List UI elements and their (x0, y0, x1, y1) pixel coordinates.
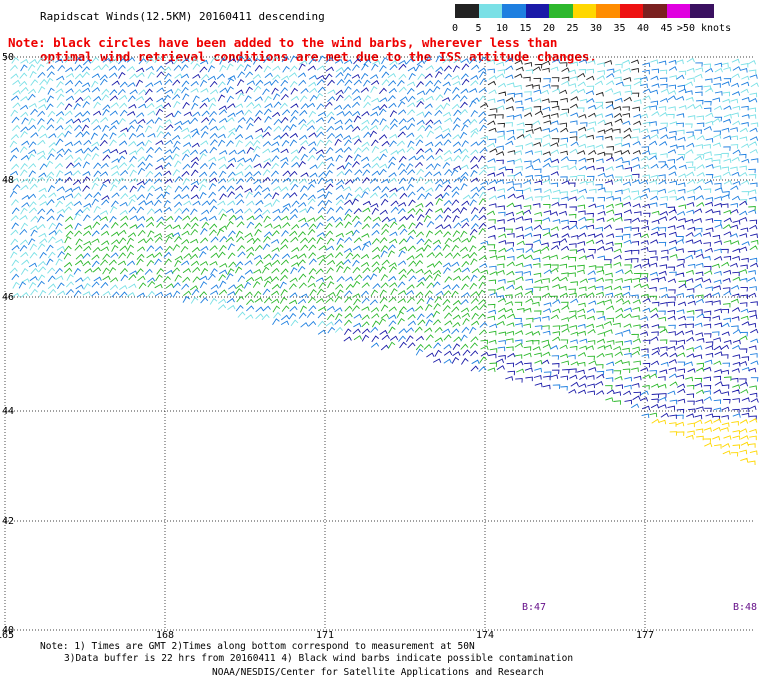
legend-swatch-0 (455, 4, 479, 18)
legend-label-10: 10 (495, 23, 509, 34)
wind-barbs-black (480, 59, 642, 163)
legend-label-5: 5 (475, 23, 482, 34)
y-tick-label: 46 (2, 292, 14, 303)
wind-barbs-green (63, 197, 759, 418)
y-tick-label: 48 (2, 175, 14, 186)
legend-swatch-15 (525, 4, 550, 18)
wind-barbs-yellow (651, 418, 758, 466)
footer-note-line-1: Note: 1) Times are GMT 2)Times along bot… (40, 641, 475, 652)
x-tick-label: 165 (0, 630, 14, 641)
legend-swatch-45 (666, 4, 691, 18)
legend-label-30: 30 (589, 23, 603, 34)
wind-barbs-blue (9, 55, 759, 420)
y-tick-label: 40 (2, 625, 14, 636)
legend-swatch-30 (596, 4, 620, 18)
y-tick-label: 42 (2, 516, 14, 527)
legend-label-over50: >50 knots (676, 23, 732, 34)
warning-note-line-1: Note: black circles have been added to t… (8, 35, 558, 50)
legend-label-40: 40 (636, 23, 650, 34)
legend-label-45: 45 (660, 23, 673, 34)
x-tick-label: 168 (156, 630, 174, 641)
x-tick-label: 177 (636, 630, 654, 641)
legend-label-0: 0 (451, 23, 459, 34)
legend-label-15: 15 (519, 23, 532, 34)
wind-barbs (9, 55, 759, 466)
x-tick-label: 174 (476, 630, 494, 641)
wind-barbs-navy (64, 57, 759, 421)
legend-label-35: 35 (613, 23, 626, 34)
y-tick-label: 44 (2, 406, 14, 417)
legend-swatch-20 (549, 4, 573, 18)
legend-label-25: 25 (566, 23, 579, 34)
pass-label-b47: B:47 (522, 602, 546, 613)
legend-swatch-35 (619, 4, 644, 18)
wind-speed-legend: 0 5 10 15 20 25 30 35 40 45 >50 knots (451, 4, 731, 38)
footer-credit: NOAA/NESDIS/Center for Satellite Applica… (212, 667, 544, 678)
legend-swatch-40 (643, 4, 667, 18)
wind-barbs-cyan (9, 56, 759, 333)
legend-swatch-25 (572, 4, 597, 18)
map-axes: 165 168 171 174 177 50 48 46 44 42 40 B:47 B:48 (0, 52, 757, 641)
legend-label-20: 20 (542, 23, 556, 34)
map-grid (4, 56, 755, 631)
legend-swatch-5 (478, 4, 503, 18)
pass-label-b48: B:48 (733, 602, 757, 613)
y-tick-label: 50 (2, 52, 14, 63)
footer-note-line-2: 3)Data buffer is 22 hrs from 20160411 4)… (64, 653, 574, 664)
legend-swatch-over50 (690, 4, 714, 18)
x-tick-label: 171 (316, 630, 334, 641)
legend-swatch-10 (502, 4, 526, 18)
map-title: Rapidscat Winds(12.5KM) 20160411 descend… (40, 10, 325, 23)
